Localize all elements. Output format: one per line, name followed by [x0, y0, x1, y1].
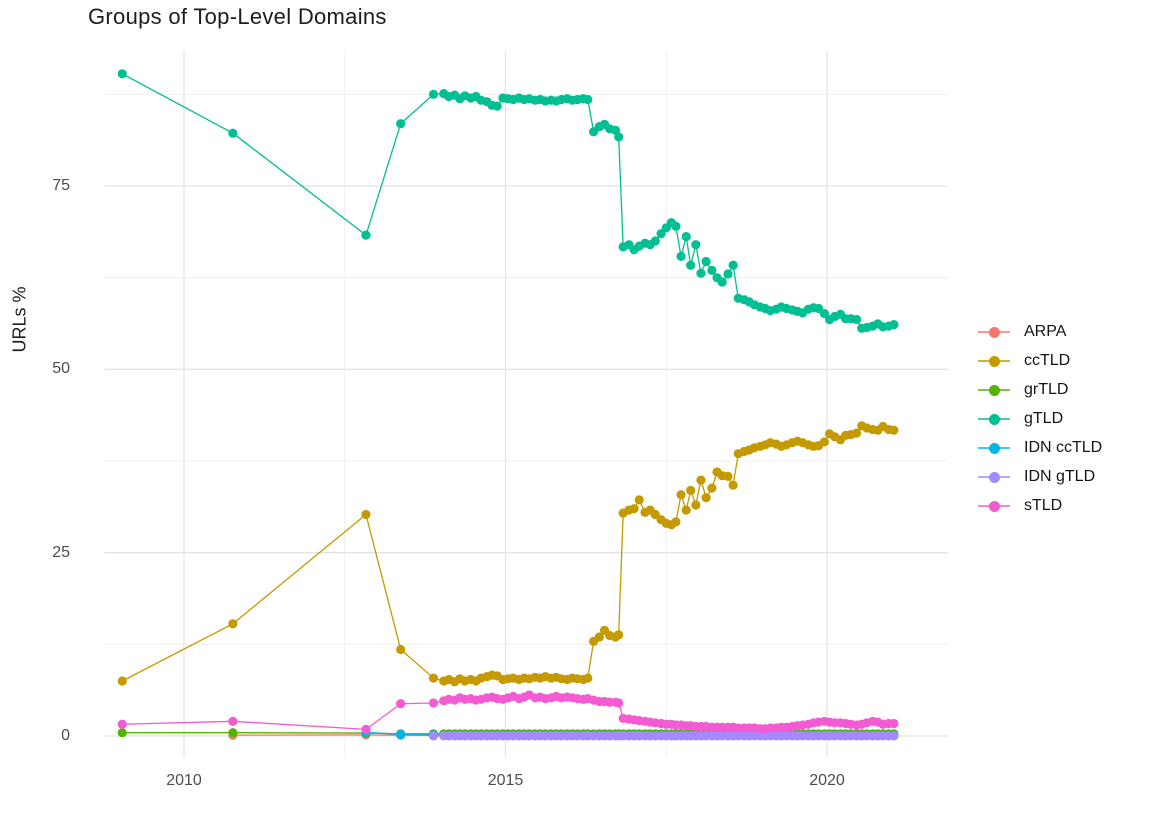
legend-item-grtld: grTLD	[978, 375, 1102, 404]
y-tick-label: 50	[52, 360, 70, 378]
y-axis-title: URLs %	[10, 286, 31, 352]
legend-item-stld: sTLD	[978, 491, 1102, 520]
legend-key-icon	[978, 439, 1010, 457]
legend-key-dot	[989, 355, 1000, 367]
legend-label: sTLD	[1024, 496, 1063, 514]
legend-item-idn-gtld: IDN gTLD	[978, 462, 1102, 491]
legend-label: gTLD	[1024, 409, 1064, 427]
legend-item-gtld: gTLD	[978, 404, 1102, 433]
legend-label: ARPA	[1024, 322, 1067, 340]
legend-key-icon	[978, 381, 1010, 399]
y-tick-label: 25	[52, 543, 70, 561]
legend-item-arpa: ARPA	[978, 317, 1102, 346]
legend-key-dot	[989, 500, 1000, 512]
legend-key-dot	[989, 326, 1000, 338]
y-tick-label: 75	[52, 177, 70, 194]
legend-item-cctld: ccTLD	[978, 346, 1102, 375]
legend-key-icon	[978, 410, 1010, 428]
legend-key-dot	[989, 384, 1000, 396]
x-tick-label: 2020	[809, 772, 845, 789]
legend-label: ccTLD	[1024, 351, 1071, 369]
legend-item-idn-cctld: IDN ccTLD	[978, 433, 1102, 462]
legend-key-icon	[978, 323, 1010, 341]
x-tick-label: 2010	[166, 772, 202, 789]
legend-key-dot	[989, 413, 1000, 425]
legend-key-dot	[989, 442, 1000, 454]
legend-key-icon	[978, 468, 1010, 486]
chart-title: Groups of Top-Level Domains	[88, 4, 387, 29]
legend-key-icon	[978, 352, 1010, 370]
legend-key-icon	[978, 497, 1010, 515]
legend-label: IDN ccTLD	[1024, 438, 1103, 456]
legend-label: IDN gTLD	[1024, 467, 1096, 485]
y-tick-label: 0	[61, 727, 70, 744]
x-tick-label: 2015	[487, 772, 524, 789]
legend-key-dot	[989, 471, 1000, 483]
legend-label: grTLD	[1024, 380, 1069, 398]
legend: ARPA ccTLD grTLD gTLD IDN ccTLD IDN gTLD sTLD	[978, 317, 1102, 520]
